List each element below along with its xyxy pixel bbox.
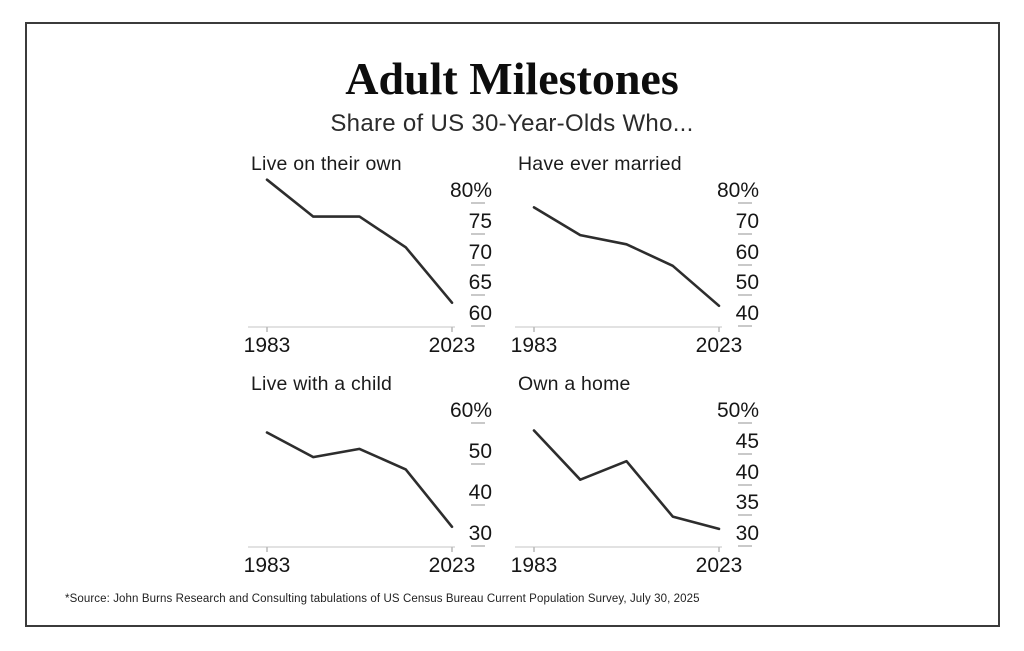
y-axis-label: 60% (449, 399, 492, 422)
y-axis-tick-underline (738, 514, 752, 517)
x-axis-label: 2023 (695, 334, 743, 357)
x-axis-label: 1983 (243, 334, 291, 357)
chart-live-on-their-own: Live on their own 80% 75 70 65 60 1983 2023 (244, 153, 503, 367)
y-axis-tick-underline (738, 263, 752, 266)
x-axis-label: 2023 (428, 334, 476, 357)
chart-title: Live on their own (251, 153, 402, 175)
page-subtitle: Share of US 30-Year-Olds Who... (330, 110, 694, 137)
y-axis-tick-underline (471, 504, 485, 506)
y-axis-tick-underline (471, 294, 485, 297)
y-axis-label: 70 (735, 209, 759, 233)
chart-live-with-a-child: Live with a child 60% 50 40 30 1983 2023 (244, 373, 503, 587)
y-axis-tick-underline (471, 545, 485, 547)
y-axis-label: 30 (735, 522, 759, 545)
y-axis-label: 70 (468, 240, 492, 264)
y-axis-tick-underline (471, 463, 485, 465)
y-axis-label: 80% (716, 179, 759, 202)
data-line (265, 431, 454, 529)
y-axis-label: 75 (468, 209, 492, 233)
y-axis-tick-underline (738, 422, 752, 424)
data-line (532, 429, 721, 531)
x-axis-label: 2023 (695, 554, 743, 577)
y-axis-tick-underline (738, 232, 752, 235)
x-axis-label: 1983 (243, 554, 291, 577)
y-axis-tick-underline (471, 263, 485, 266)
y-axis-tick-underline (471, 325, 485, 327)
y-axis-label: 50% (716, 399, 759, 422)
y-axis-tick-underline (471, 202, 485, 204)
y-axis-label: 40 (735, 460, 759, 484)
chart-title: Have ever married (518, 153, 682, 175)
y-axis-label: 50 (468, 440, 492, 463)
y-axis-label: 60 (468, 302, 492, 325)
y-axis-label: 50 (735, 271, 759, 295)
y-axis-label: 40 (468, 481, 492, 504)
x-axis-label: 1983 (510, 554, 558, 577)
y-axis-tick-underline (738, 325, 752, 327)
y-axis-label: 65 (468, 271, 492, 295)
y-axis-label: 80% (449, 179, 492, 202)
y-axis-tick-underline (738, 452, 752, 455)
chart-have-ever-married: Have ever married 80% 70 60 50 40 1983 2023 (511, 153, 770, 367)
plot-area (515, 206, 722, 332)
chart-title: Own a home (518, 373, 631, 395)
chart-title: Live with a child (251, 373, 393, 395)
y-axis-label: 40 (735, 302, 759, 325)
y-axis-tick-underline (738, 545, 752, 547)
y-axis-tick-underline (471, 422, 485, 424)
outer-border-frame (25, 22, 1000, 627)
x-axis-label: 1983 (510, 334, 558, 357)
y-axis-label: 35 (735, 491, 759, 515)
data-line (532, 206, 721, 308)
plot-area (248, 431, 455, 552)
y-axis-tick-underline (738, 202, 752, 204)
y-axis-tick-underline (738, 483, 752, 486)
y-axis-label: 60 (735, 240, 759, 264)
plot-area (515, 429, 722, 552)
data-line (265, 178, 454, 304)
y-axis-label: 45 (735, 429, 759, 453)
y-axis-tick-underline (738, 294, 752, 297)
source-attribution: *Source: John Burns Research and Consult… (65, 593, 700, 605)
chart-own-a-home: Own a home 50% 45 40 35 30 1983 2023 (511, 373, 770, 587)
y-axis-tick-underline (471, 232, 485, 235)
x-axis-label: 2023 (428, 554, 476, 577)
y-axis-label: 30 (468, 522, 492, 545)
page-title: Adult Milestones (345, 53, 679, 104)
plot-area (248, 178, 455, 332)
